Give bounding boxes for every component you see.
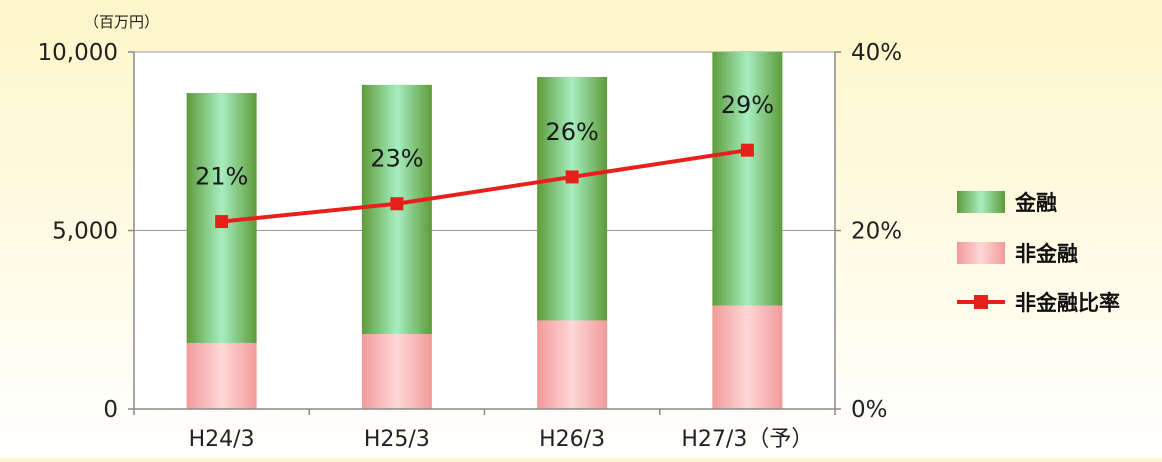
legend-label: 非金融: [1015, 242, 1078, 266]
axes: 0 5,000 10,000 0% 20% 40% H24/3 H25/3 H26/3 H27/3…: [38, 40, 903, 452]
ratio-point: [565, 170, 579, 184]
legend-swatch: [957, 191, 1005, 213]
x-tick-label: H25/3: [364, 427, 430, 452]
y-unit-label: （百万円）: [84, 13, 159, 31]
y-tick-label-left: 5,000: [52, 219, 118, 245]
ratio-data-label: 21%: [195, 163, 248, 191]
y-tick-label-right: 0%: [851, 397, 888, 423]
x-tick-label: H26/3: [539, 427, 605, 452]
ratio-point: [215, 215, 229, 229]
data-labels: 21% 23% 26% 29%: [195, 91, 774, 190]
bars: [186, 52, 783, 409]
legend-label: 金融: [1014, 191, 1057, 215]
legend-marker: [974, 295, 988, 309]
x-tick-label: H27/3（予）: [681, 427, 813, 452]
bar-segment: [712, 52, 783, 306]
ratio-point: [740, 143, 754, 157]
y-tick-label-right: 20%: [851, 219, 902, 245]
y-tick-label-left: 10,000: [38, 40, 118, 66]
x-tick-label: H24/3: [189, 427, 255, 452]
ratio-data-label: 26%: [545, 118, 598, 146]
bar-segment: [361, 334, 432, 409]
bar-segment: [537, 320, 608, 409]
legend-label: 非金融比率: [1015, 291, 1120, 315]
bar-segment: [186, 342, 257, 409]
ratio-line-path: [221, 148, 748, 224]
ratio-data-label: 29%: [721, 91, 774, 119]
bar-segment: [712, 305, 783, 409]
ratio-line: [215, 143, 754, 229]
legend-swatch: [957, 242, 1005, 264]
bar-segment: [537, 76, 608, 321]
y-tick-label-left: 0: [103, 397, 118, 423]
ratio-point: [390, 197, 404, 211]
y-tick-label-right: 40%: [851, 40, 902, 66]
ratio-data-label: 23%: [370, 145, 423, 173]
